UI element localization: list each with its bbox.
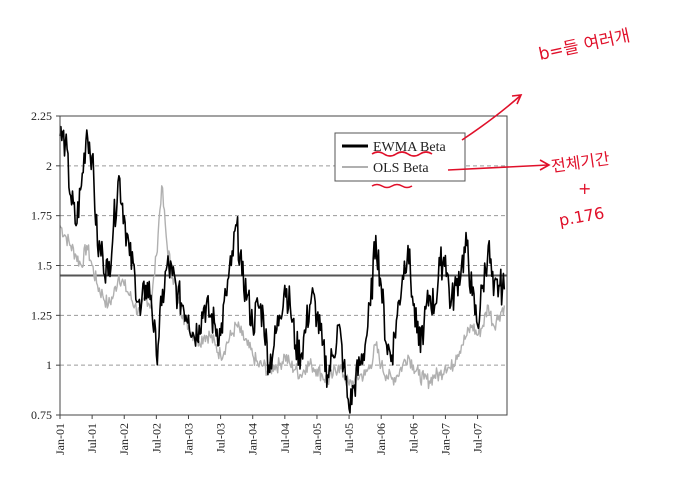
handwritten-annotations: b=들 여러개 전체기간 + p.176 [371,26,632,230]
xtick-label-13: Jul-07 [471,423,485,453]
xtick-label-10: Jan-06 [374,423,388,455]
xtick-label-8: Jan-05 [310,423,324,455]
xtick-label-12: Jan-07 [438,423,452,455]
xtick-label-1: Jul-01 [85,423,99,453]
arrow-to-note-top [461,95,521,141]
xtick-label-4: Jan-03 [181,423,195,455]
ytick-label-2: 1.75 [31,209,52,223]
note-plus: + [578,179,591,198]
note-top: b=들 여러개 [537,26,632,65]
series-line-ols-beta [59,185,505,390]
ytick-label-3: 1.5 [37,259,52,273]
ytick-label-4: 1.25 [31,308,52,322]
xtick-label-6: Jan-04 [246,423,260,455]
legend-label-ewma: EWMA Beta [373,140,446,155]
legend-box [334,132,466,182]
xtick-label-7: Jul-04 [278,423,292,453]
series-line-ewma-beta [59,125,506,414]
arrow-to-note-mid [447,164,549,171]
arrowhead-mid-icon [539,159,551,171]
underline-ols-squiggle [371,183,413,189]
xtick-label-0: Jan-01 [53,423,67,455]
xtick-label-5: Jul-03 [214,423,228,453]
series-layer [59,125,506,414]
ytick-label-0: 2.25 [31,109,52,123]
xtick-label-2: Jan-02 [117,423,131,455]
xtick-label-3: Jul-02 [149,423,163,453]
note-bottom: p.176 [557,203,605,230]
xtick-label-11: Jul-06 [406,423,420,453]
arrowhead-top-icon [511,94,523,105]
xtick-label-9: Jul-05 [342,423,356,453]
legend: EWMA Beta OLS Beta [334,132,466,182]
x-axis-ticks: Jan-01 Jul-01 Jan-02 Jul-02 Jan-03 Jul-03 Jan-… [53,415,485,455]
y-axis-ticks: 2.25 2 1.75 1.5 1.25 1 0.75 [31,109,60,422]
underline-ewma-squiggle [371,151,433,157]
note-mid: 전체기간 [550,149,611,176]
ytick-label-1: 2 [46,159,52,173]
legend-label-ols: OLS Beta [373,161,429,176]
ytick-label-5: 1 [46,358,52,372]
ytick-label-6: 0.75 [31,408,52,422]
